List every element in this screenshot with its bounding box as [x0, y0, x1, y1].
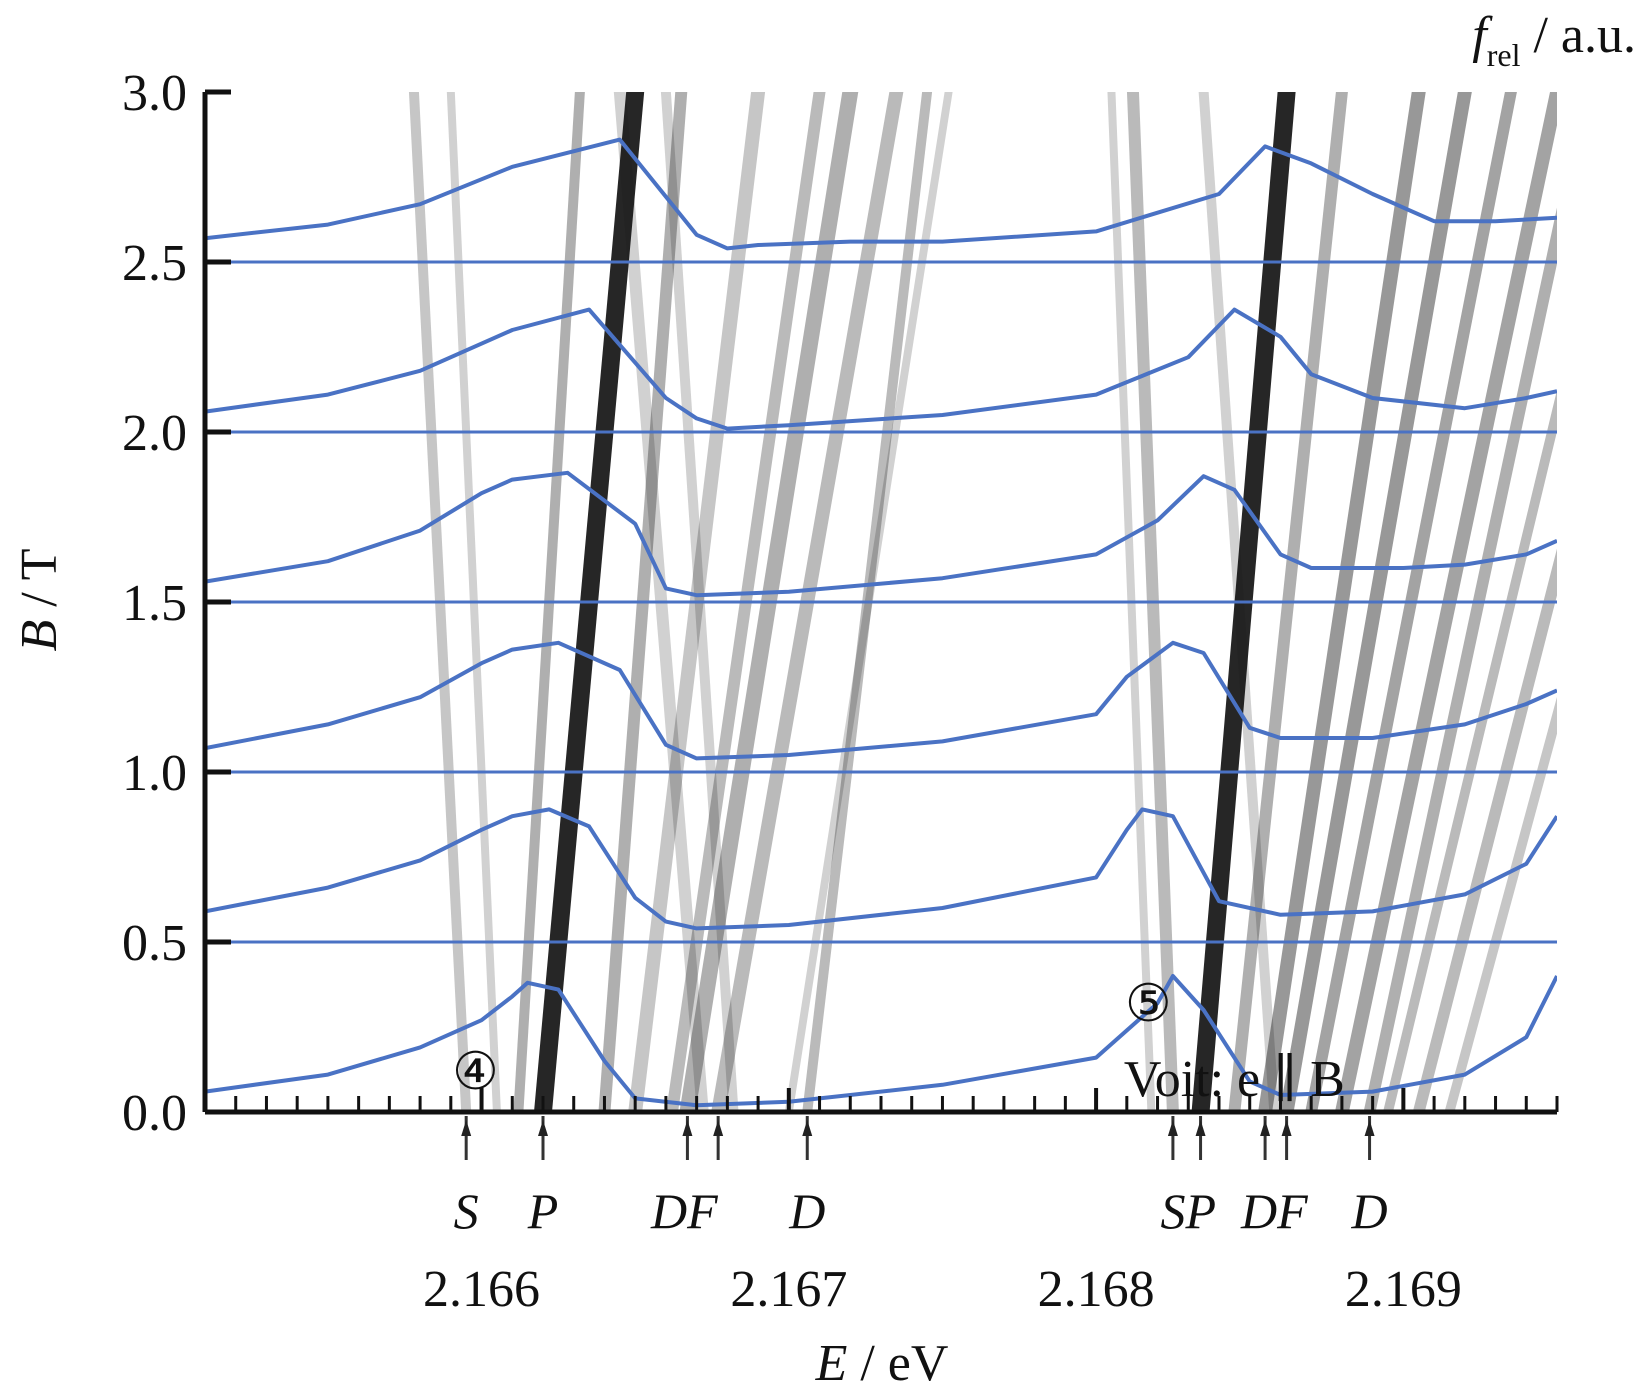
peak-label-s-0: S [454, 1183, 479, 1239]
marker-arrow-head-7 [1260, 1120, 1271, 1136]
marker-arrow-head-2 [682, 1120, 693, 1136]
annotation-1: ⑤ [1125, 976, 1172, 1033]
spectrum-curve-0 [205, 974, 1557, 1108]
peak-label-df-2: DF [650, 1183, 718, 1239]
spectrum-curve-1 [205, 807, 1557, 931]
spectrum-curves [205, 137, 1557, 1108]
x-axis-title: E / eV [815, 1335, 949, 1391]
y-tick-label-6: 3.0 [122, 65, 187, 122]
x-axis-symbol: E [815, 1335, 848, 1391]
peak-label-d-6: D [1351, 1183, 1388, 1239]
y-tick-label-5: 2.5 [122, 235, 187, 292]
spectrum-curve-2 [205, 640, 1557, 761]
bg-band-b10 [1444, 696, 1557, 1112]
marker-arrow-head-4 [802, 1120, 813, 1136]
y-tick-label-3: 1.5 [122, 575, 187, 632]
y-tick-label-0: 0.0 [122, 1085, 187, 1142]
annotations: ④ ⑤ Voit: e ∥ B [452, 976, 1345, 1108]
bg-band-b8 [1383, 390, 1557, 1112]
peak-label-p-1: P [527, 1183, 559, 1239]
y-axis-title: B / T [11, 548, 68, 651]
marker-arrow-head-5 [1167, 1120, 1178, 1136]
x-tick-label-3: 2.169 [1345, 1261, 1462, 1318]
y-tick-label-1: 0.5 [122, 915, 187, 972]
marker-arrow-head-3 [713, 1120, 724, 1136]
x-tick-label-1: 2.167 [730, 1261, 847, 1318]
marker-arrow-head-1 [538, 1120, 548, 1136]
y-axis-symbol: B [11, 620, 68, 652]
spectrum-curve-5 [205, 137, 1557, 251]
x-axis-unit: / eV [847, 1335, 948, 1391]
right-axis-title: frel / a.u. [1472, 7, 1636, 73]
marker-arrow-head-9 [1364, 1120, 1375, 1136]
spectrum-curve-3 [205, 470, 1557, 598]
peak-label-df-5: DF [1240, 1183, 1308, 1239]
y-axis-unit: / T [11, 548, 68, 619]
annotation-0: ④ [452, 1044, 499, 1101]
annotation-2: Voit: e ∥ B [1124, 1051, 1345, 1108]
marker-arrow-head-8 [1281, 1120, 1292, 1136]
axis-ticks: 0.0 0.5 1.0 1.5 2.0 2.5 3.0 2.166 2.167 2.168 2.16… [122, 65, 1559, 1318]
y-tick-label-4: 2.0 [122, 405, 187, 462]
peak-label-sp-4: SP [1160, 1183, 1216, 1239]
marker-arrow-head-0 [461, 1120, 472, 1136]
marker-arrow-head-6 [1195, 1120, 1206, 1136]
y-tick-label-2: 1.0 [122, 745, 187, 802]
right-axis-subscript: rel [1487, 37, 1521, 73]
right-axis-unit: / a.u. [1520, 7, 1636, 64]
peak-markers: S P DF D SP DF D [454, 1116, 1388, 1239]
x-tick-label-2: 2.168 [1038, 1261, 1155, 1318]
spectrum-curve-4 [205, 307, 1557, 431]
x-tick-label-0: 2.166 [423, 1261, 540, 1318]
bg-band-b9 [1412, 548, 1557, 1112]
peak-label-d-3: D [788, 1183, 825, 1239]
bg-band-b7 [1363, 207, 1557, 1112]
field-baselines [205, 260, 1557, 944]
